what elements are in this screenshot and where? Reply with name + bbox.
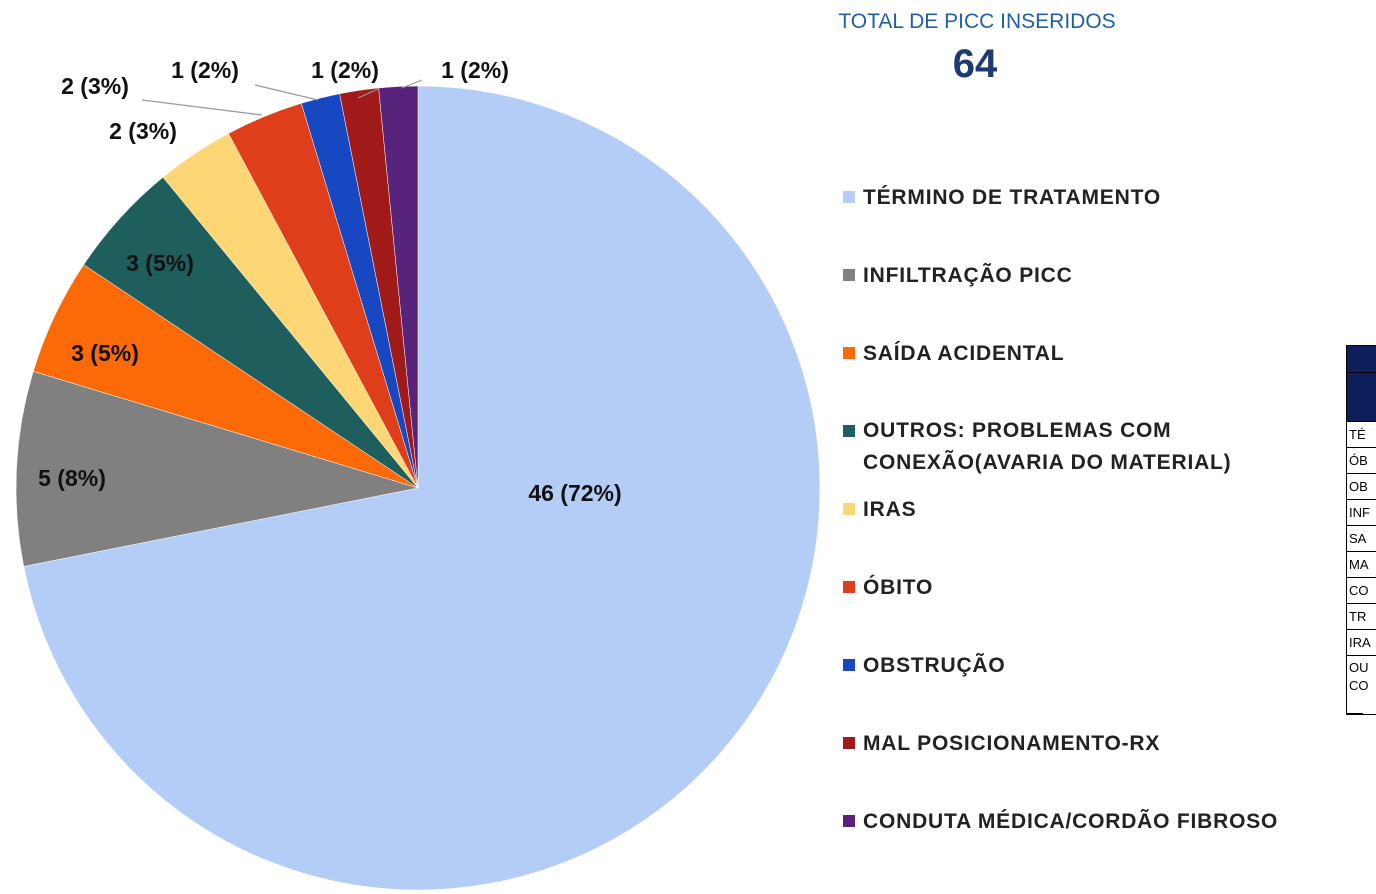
table-header bbox=[1347, 346, 1376, 373]
data-label: 3 (5%) bbox=[71, 340, 139, 366]
legend-swatch bbox=[843, 191, 855, 203]
legend-item: SAÍDA ACIDENTAL bbox=[843, 342, 1064, 366]
table-cell: ÓB bbox=[1347, 448, 1376, 474]
pie-chart: 46 (72%) 5 (8%) 3 (5%) 3 (5%) 2 (3%) 2 (3%) 1 … bbox=[15, 57, 821, 891]
legend-label: SAÍDA ACIDENTAL bbox=[863, 342, 1065, 365]
leader-line bbox=[401, 79, 423, 89]
table-cell: OU CO bbox=[1347, 656, 1369, 714]
legend-item: IRAS bbox=[843, 498, 916, 522]
data-label: 5 (8%) bbox=[38, 465, 106, 491]
legend-swatch bbox=[843, 815, 855, 827]
total-label: TOTAL DE PICC INSERIDOS bbox=[838, 10, 1116, 33]
table-cell: SA bbox=[1347, 526, 1376, 552]
data-label: 1 (2%) bbox=[311, 57, 379, 83]
legend-swatch bbox=[843, 581, 855, 593]
legend-item: OUTROS: PROBLEMAS COM CONEXÃO(AVARIA DO … bbox=[843, 419, 1303, 479]
legend-label: OBSTRUÇÃO bbox=[863, 654, 1006, 677]
legend-label: OUTROS: PROBLEMAS COM CONEXÃO(AVARIA DO … bbox=[863, 419, 1232, 474]
data-label: 1 (2%) bbox=[171, 57, 239, 83]
leader-line bbox=[254, 84, 319, 101]
pie-slice bbox=[378, 85, 419, 489]
legend-label: ÓBITO bbox=[863, 576, 934, 599]
legend-item: MAL POSICIONAMENTO-RX bbox=[843, 732, 1160, 756]
leader-line bbox=[141, 99, 263, 116]
table-cell: MA bbox=[1347, 552, 1376, 578]
pie-slice bbox=[15, 370, 419, 567]
table-cell: CO bbox=[1347, 578, 1376, 604]
table-cell: TÉ bbox=[1347, 422, 1376, 448]
data-label: 2 (3%) bbox=[109, 118, 177, 144]
legend-swatch bbox=[843, 425, 855, 437]
legend-label: MAL POSICIONAMENTO-RX bbox=[863, 732, 1161, 755]
legend-swatch bbox=[843, 659, 855, 671]
table-cell: INF bbox=[1347, 500, 1376, 526]
legend-swatch bbox=[843, 269, 855, 281]
legend-item: CONDUTA MÉDICA/CORDÃO FIBROSO bbox=[843, 810, 1278, 834]
leader-line bbox=[357, 87, 381, 99]
legend-label: IRAS bbox=[863, 498, 917, 521]
table: TÉ ÓB OB INF SA MA CO TR IRA OU CO bbox=[1346, 345, 1376, 715]
legend-swatch bbox=[843, 737, 855, 749]
table-cell: IRA bbox=[1347, 630, 1376, 656]
table-cell: OB bbox=[1347, 474, 1376, 500]
data-label: 1 (2%) bbox=[441, 57, 509, 83]
data-label: 3 (5%) bbox=[126, 250, 194, 276]
legend-label: INFILTRAÇÃO PICC bbox=[863, 264, 1073, 287]
legend-label: TÉRMINO DE TRATAMENTO bbox=[863, 186, 1161, 209]
legend-swatch bbox=[843, 347, 855, 359]
legend-item: INFILTRAÇÃO PICC bbox=[843, 264, 1073, 288]
legend-item: OBSTRUÇÃO bbox=[843, 654, 1006, 678]
legend-swatch bbox=[843, 503, 855, 515]
legend-label: CONDUTA MÉDICA/CORDÃO FIBROSO bbox=[863, 810, 1279, 833]
data-label: 46 (72%) bbox=[528, 480, 621, 506]
total-value: 64 bbox=[952, 42, 998, 86]
table-cell: TR bbox=[1347, 604, 1376, 630]
data-label: 2 (3%) bbox=[61, 73, 129, 99]
legend-item: TÉRMINO DE TRATAMENTO bbox=[843, 186, 1161, 210]
pie-slice bbox=[23, 85, 821, 891]
table-header bbox=[1347, 373, 1376, 422]
legend-item: ÓBITO bbox=[843, 576, 933, 600]
